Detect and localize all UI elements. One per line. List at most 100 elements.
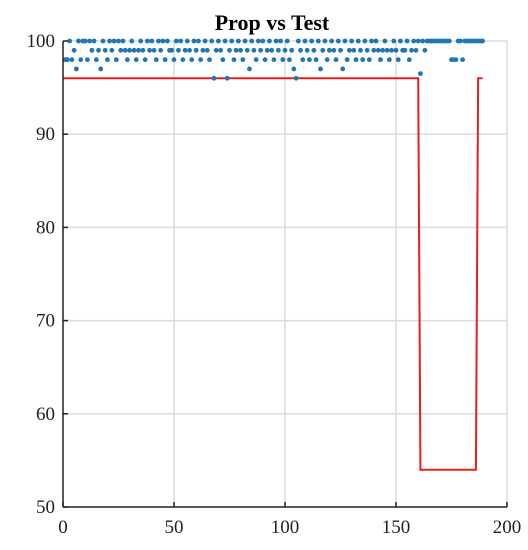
scatter-point [404, 38, 410, 44]
scatter-point [282, 47, 288, 53]
y-tick-label: 60 [36, 404, 55, 425]
scatter-point [218, 47, 224, 53]
scatter-point [358, 47, 363, 53]
scatter-point [160, 38, 166, 44]
scatter-point [378, 57, 383, 63]
scatter-point [118, 47, 124, 53]
scatter-point [242, 38, 248, 44]
scatter-point [351, 47, 357, 53]
scatter-point [344, 57, 350, 63]
x-tick-label: 150 [382, 517, 411, 538]
scatter-point [151, 47, 157, 53]
scatter-point [278, 38, 283, 44]
scatter-point [116, 38, 121, 44]
scatter-point [267, 38, 272, 44]
scatter-point [349, 38, 354, 44]
scatter-point [322, 38, 328, 44]
x-tick-label: 200 [493, 517, 522, 538]
scatter-point [233, 47, 239, 53]
scatter-point [113, 57, 119, 63]
scatter-point [76, 38, 81, 44]
scatter-point [169, 47, 175, 53]
scatter-point [255, 38, 261, 44]
scatter-point [91, 38, 97, 44]
scatter-point [411, 38, 417, 44]
scatter-point [287, 57, 292, 63]
scatter-point [253, 57, 259, 63]
scatter-point [446, 38, 452, 44]
scatter-point [360, 57, 366, 63]
scatter-point [220, 57, 226, 63]
scatter-point [211, 75, 217, 81]
scatter-point [229, 38, 235, 44]
scatter-point [120, 38, 126, 44]
x-tick-label: 100 [271, 517, 300, 538]
scatter-point [386, 57, 392, 63]
scatter-point [244, 47, 250, 53]
scatter-point [304, 47, 310, 53]
scatter-point [389, 47, 394, 53]
scatter-point [198, 57, 204, 63]
scatter-point [480, 38, 485, 44]
scatter-point [202, 38, 208, 44]
scatter-point [149, 38, 155, 44]
x-tick-label: 0 [58, 517, 68, 538]
y-tick-label: 90 [36, 124, 55, 145]
scatter-point [366, 57, 372, 63]
scatter-point [171, 57, 177, 63]
scatter-point [355, 38, 361, 44]
scatter-point [89, 47, 95, 53]
scatter-point [129, 38, 135, 44]
scatter-point [100, 38, 106, 44]
scatter-point [338, 47, 343, 53]
scatter-point [224, 75, 230, 81]
scatter-point [180, 57, 186, 63]
scatter-point [164, 38, 170, 44]
scatter-point [156, 38, 161, 44]
scatter-point [189, 57, 195, 63]
scatter-point [298, 47, 303, 53]
scatter-point [73, 66, 79, 72]
scatter-point [176, 47, 181, 53]
scatter-point [136, 47, 141, 53]
scatter-point [307, 57, 312, 63]
scatter-point [247, 66, 252, 72]
scatter-point [342, 38, 348, 44]
scatter-point [187, 47, 192, 53]
scatter-point [315, 38, 321, 44]
y-tick-label: 70 [36, 311, 55, 332]
scatter-point [227, 47, 232, 53]
scatter-point [320, 47, 326, 53]
scatter-point [289, 47, 295, 53]
scatter-point [280, 57, 286, 63]
scatter-point [133, 57, 139, 63]
scatter-point [109, 47, 115, 53]
scatter-point [415, 38, 421, 44]
scatter-point [418, 71, 423, 77]
scatter-point [111, 38, 117, 44]
scatter-point [142, 57, 148, 63]
scatter-point [178, 38, 184, 44]
axes [62, 40, 508, 508]
scatter-point [85, 57, 90, 63]
y-tick-label: 50 [36, 497, 55, 518]
scatter-point [324, 57, 330, 63]
scatter-point [453, 57, 459, 63]
scatter-point [240, 57, 246, 63]
scatter-point [216, 38, 221, 44]
scatter-point [329, 38, 335, 44]
scatter-point [102, 47, 108, 53]
scatter-point [311, 47, 317, 53]
reference-line [63, 77, 483, 471]
scatter-point [331, 47, 337, 53]
scatter-point [138, 38, 144, 44]
scatter-point [98, 66, 104, 72]
scatter-point [249, 38, 255, 44]
scatter-point [353, 57, 359, 63]
y-tick-label: 80 [36, 217, 55, 238]
scatter-point [191, 38, 197, 44]
scatter-point [364, 47, 370, 53]
scatter-point [196, 38, 201, 44]
x-tick-label: 50 [165, 517, 184, 538]
